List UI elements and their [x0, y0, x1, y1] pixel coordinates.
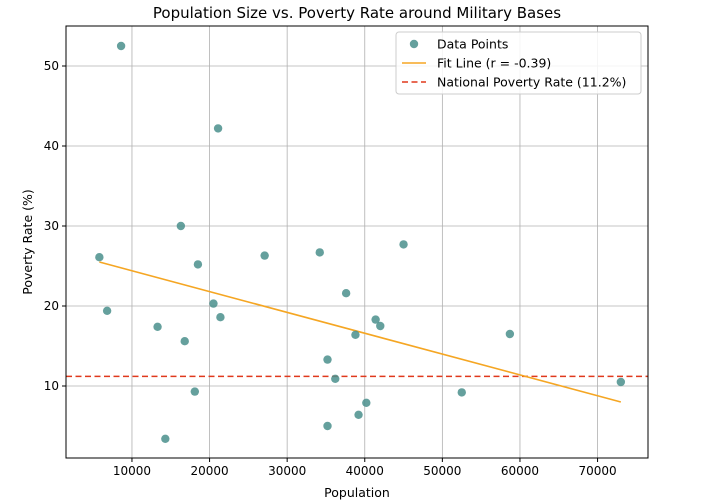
data-point	[193, 260, 203, 269]
data-point	[209, 299, 218, 308]
data-point	[216, 313, 225, 322]
data-point	[95, 253, 104, 262]
data-point	[176, 221, 186, 231]
data-point	[260, 251, 269, 260]
fit-line	[99, 261, 622, 403]
y-tick-label: 30	[44, 219, 59, 233]
data-point	[457, 388, 466, 397]
x-tick-label: 50000	[423, 464, 461, 478]
legend-box	[395, 31, 642, 95]
data-point	[213, 124, 223, 133]
x-tick-label: 70000	[578, 464, 616, 478]
plot-area-frame	[65, 25, 649, 459]
data-point	[376, 321, 385, 331]
fit-line-layer	[99, 261, 622, 403]
data-point	[161, 434, 170, 443]
data-point	[354, 410, 363, 419]
y-tick-label: 20	[44, 299, 59, 313]
data-point	[341, 289, 351, 298]
data-point	[116, 41, 126, 51]
legend-marker-points	[409, 39, 419, 49]
x-tick-label: 60000	[501, 464, 539, 478]
chart-title: Population Size vs. Poverty Rate around …	[153, 4, 561, 22]
legend: Data Points Fit Line (r = -0.39) National …	[395, 31, 642, 95]
data-point	[371, 315, 380, 324]
x-tick-label: 10000	[113, 464, 151, 478]
legend-label: Data Points	[437, 37, 508, 52]
y-tick-label: 40	[44, 139, 59, 153]
data-points	[95, 41, 626, 443]
y-tick-label: 10	[44, 379, 59, 393]
data-point	[323, 355, 332, 364]
data-point	[399, 240, 408, 249]
data-point	[505, 329, 515, 339]
x-tick-label: 30000	[268, 464, 306, 478]
data-point	[351, 330, 360, 339]
data-point	[331, 374, 340, 383]
x-tick-label: 40000	[346, 464, 384, 478]
data-point	[180, 337, 189, 346]
x-axis-label: Population	[324, 485, 390, 500]
data-point	[323, 421, 332, 431]
y-axis-label: Poverty Rate (%)	[20, 189, 35, 295]
data-point	[315, 248, 324, 257]
data-point	[153, 322, 162, 331]
y-axis-ticks: 10 20 30 40 50	[44, 59, 66, 393]
data-point	[190, 387, 200, 396]
y-tick-label: 50	[44, 59, 59, 73]
x-tick-label: 20000	[190, 464, 228, 478]
grid-lines	[66, 26, 648, 458]
data-point	[102, 306, 112, 315]
data-point	[362, 398, 371, 407]
x-axis-ticks: 10000 20000 30000 40000 50000 60000 70000	[113, 458, 617, 478]
legend-label: Fit Line (r = -0.39)	[437, 56, 551, 71]
data-point	[616, 377, 626, 387]
legend-label: National Poverty Rate (11.2%)	[437, 75, 626, 90]
